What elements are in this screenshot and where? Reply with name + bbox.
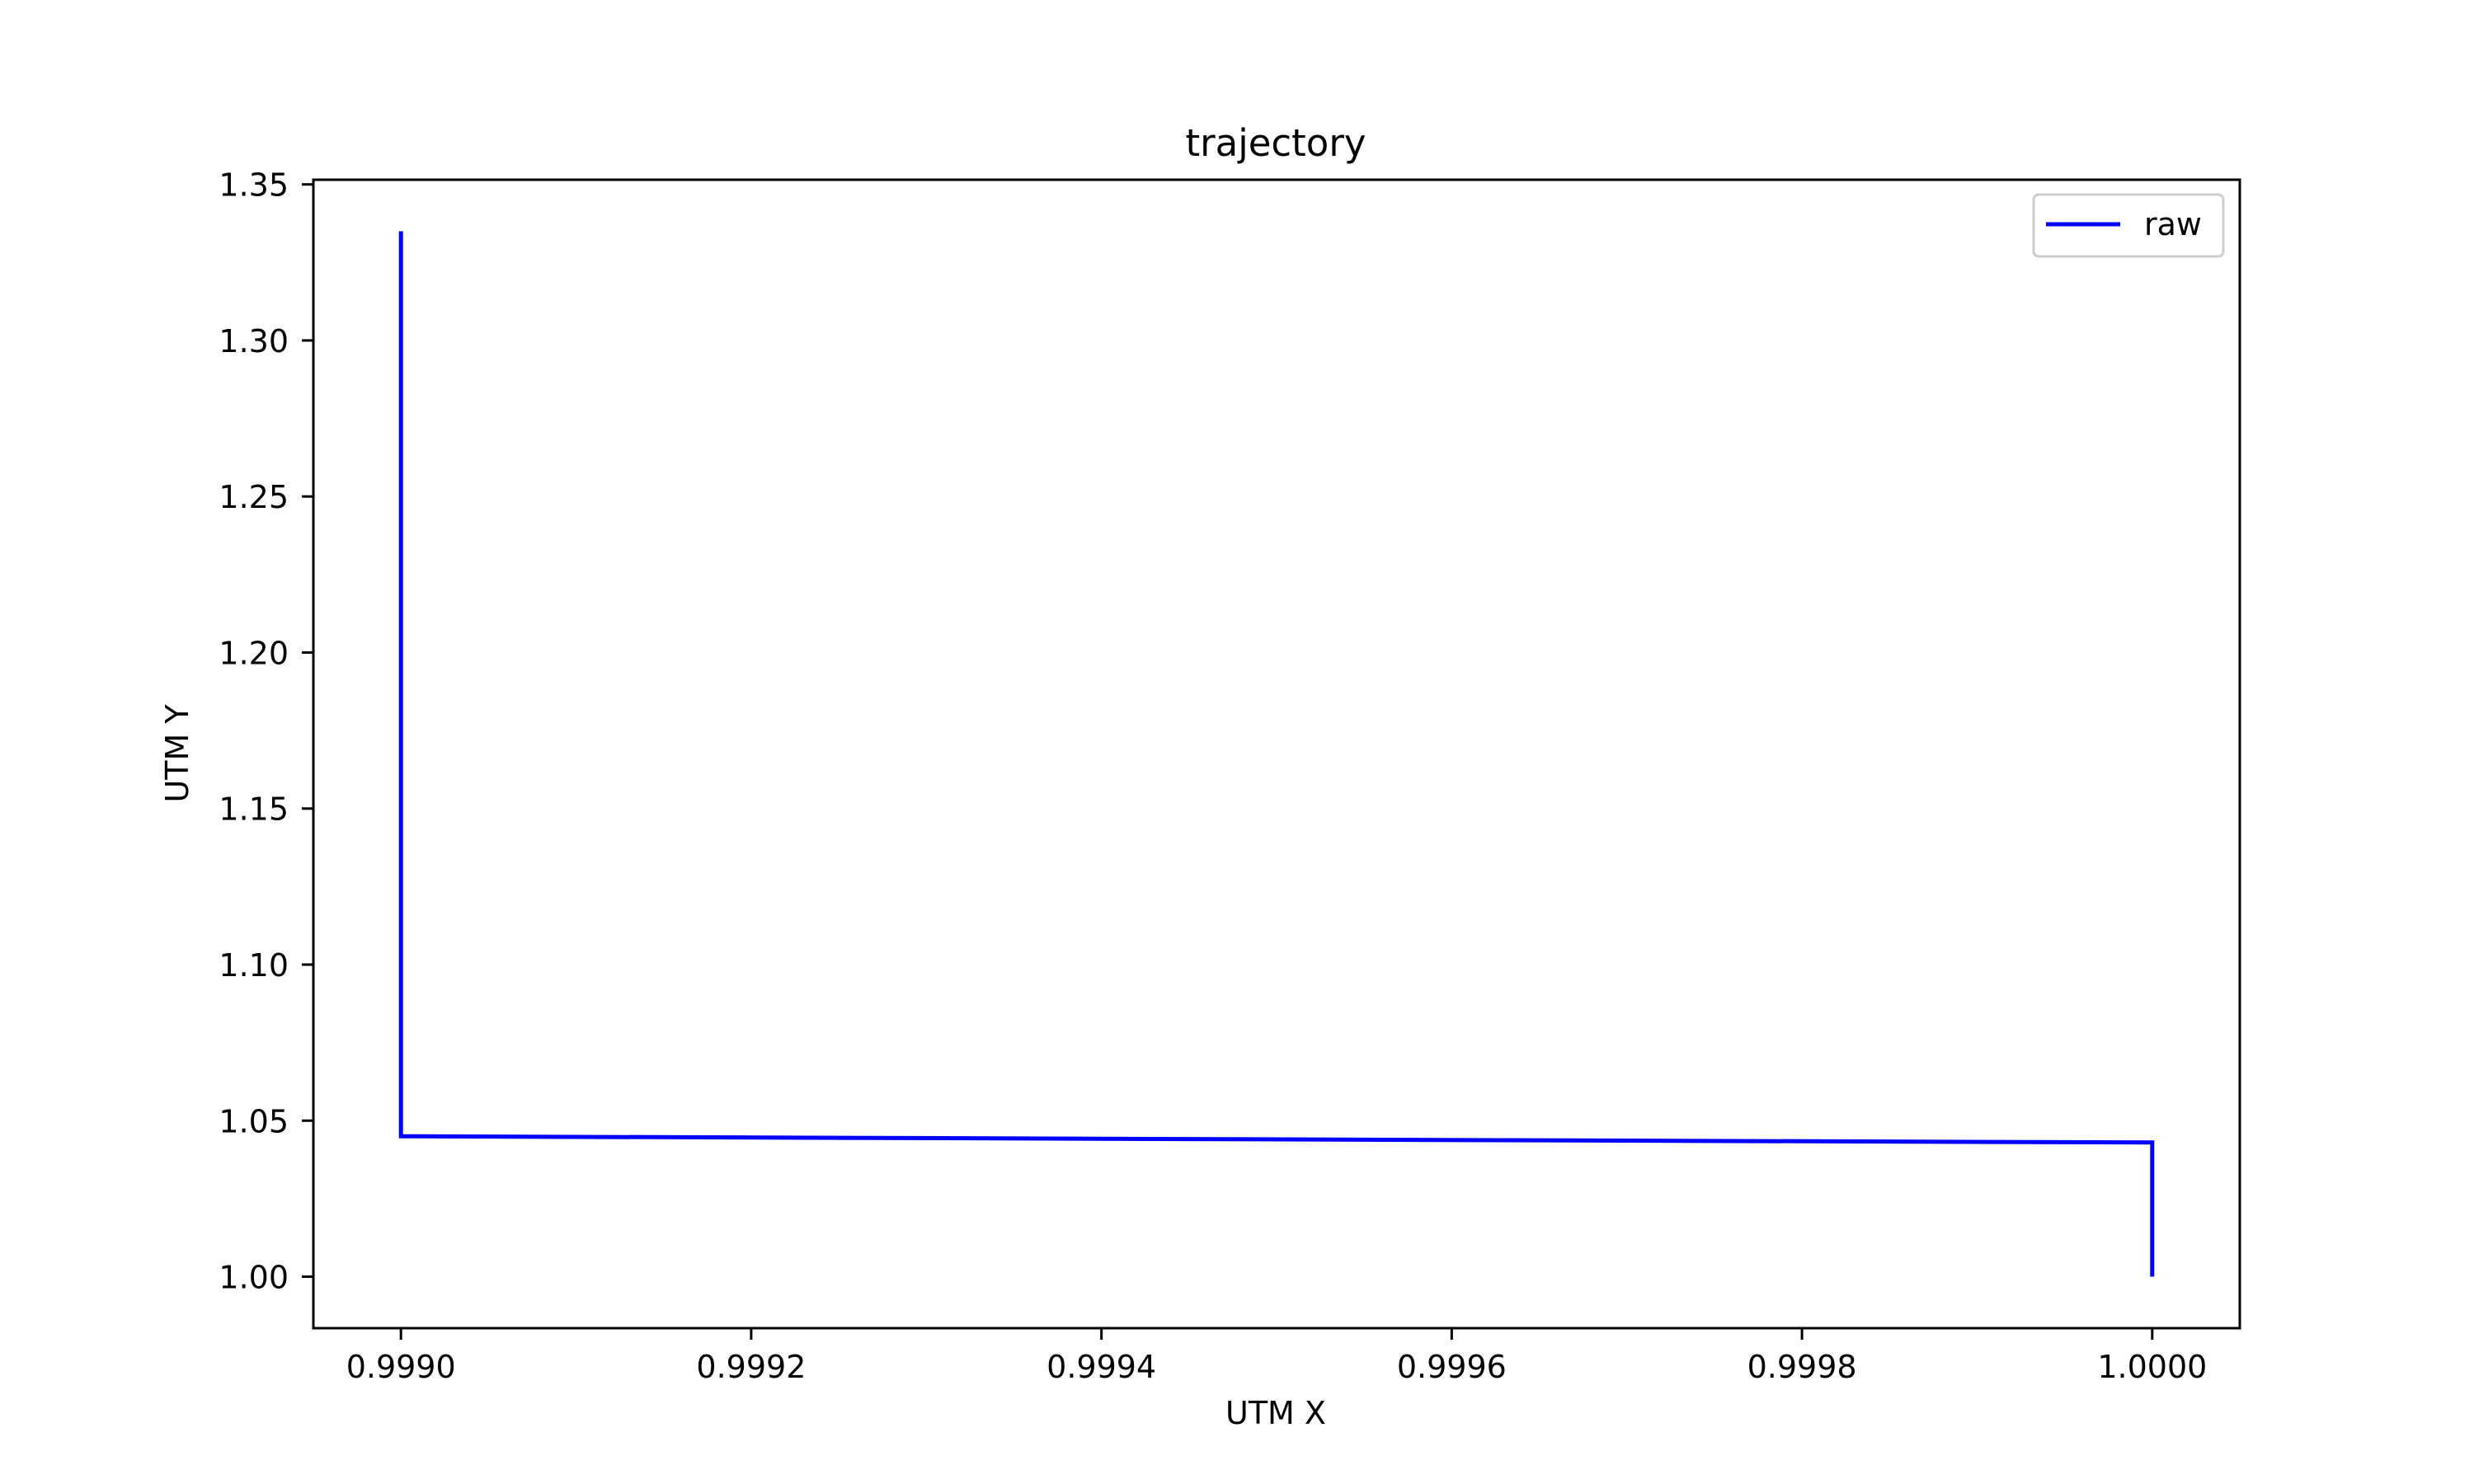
- plot-frame: [312, 178, 2241, 1330]
- legend-box: [2032, 193, 2225, 258]
- x-tick-label: 0.9998: [1747, 1349, 1857, 1385]
- x-tick-label: 0.9996: [1397, 1349, 1507, 1385]
- y-axis-label: UTM Y: [159, 704, 195, 803]
- legend: raw: [2032, 193, 2225, 258]
- y-tick-label: 1.00: [219, 1260, 289, 1296]
- x-tick-label: 0.9992: [696, 1349, 806, 1385]
- y-tick-label: 1.25: [219, 479, 289, 515]
- series-layer: [398, 231, 2155, 1277]
- y-tick-label: 1.15: [219, 791, 289, 828]
- chart-title: trajectory: [1186, 121, 1366, 165]
- x-axis-ticks: 0.9990 0.9992 0.9994 0.9996 0.9998 1.0000: [346, 1328, 2207, 1385]
- y-axis-ticks: 1.00 1.05 1.10 1.15 1.20 1.25 1.30 1.35: [219, 167, 313, 1296]
- x-axis-label: UTM X: [1225, 1395, 1326, 1431]
- y-tick-label: 1.20: [219, 635, 289, 671]
- x-tick-label: 0.9994: [1047, 1349, 1156, 1385]
- legend-label-raw: raw: [2144, 206, 2202, 242]
- series-line-raw: [398, 231, 2155, 1277]
- y-tick-label: 1.10: [219, 947, 289, 984]
- x-tick-label: 0.9990: [346, 1349, 456, 1385]
- y-tick-label: 1.05: [219, 1103, 289, 1139]
- y-tick-label: 1.35: [219, 167, 289, 204]
- x-tick-label: 1.0000: [2097, 1349, 2207, 1385]
- y-tick-label: 1.30: [219, 323, 289, 359]
